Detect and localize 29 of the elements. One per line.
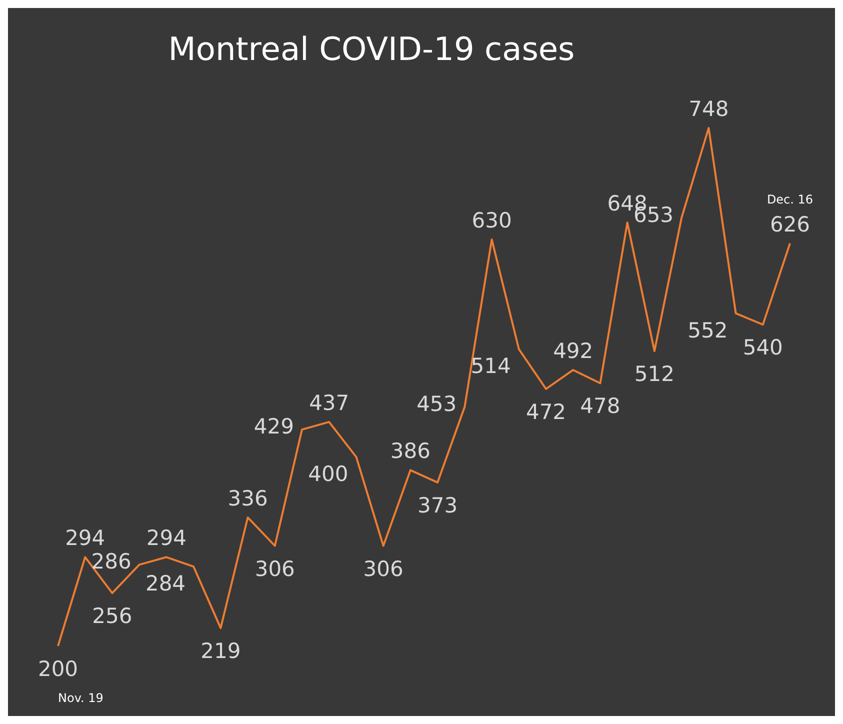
text: Nov. 19 <box>58 691 104 705</box>
data-label: 472 <box>526 400 566 424</box>
data-label: 306 <box>363 556 404 581</box>
data-label: 540 <box>742 336 783 360</box>
data-label: 492 <box>553 338 594 363</box>
data-label: 400 <box>308 462 348 486</box>
annotation: Dec. 16 <box>766 192 814 206</box>
data-label: 336 <box>228 486 268 510</box>
data-label: 552 <box>688 318 728 342</box>
data-label: 478 <box>580 394 620 418</box>
data-label: 373 <box>418 493 458 518</box>
data-label: 748 <box>688 97 729 121</box>
data-label: 306 <box>254 556 295 581</box>
data-label: 437 <box>309 390 350 415</box>
data-label: 626 <box>770 212 810 236</box>
data-label: 294 <box>146 526 186 550</box>
data-label: 200 <box>38 657 78 681</box>
chart-title: Montreal COVID-19 cases <box>168 30 575 68</box>
data-label: 514 <box>470 354 511 378</box>
data-label: 512 <box>634 362 674 386</box>
data-label: 286 <box>91 550 132 574</box>
data-label: 219 <box>200 639 241 664</box>
data-label: 294 <box>65 526 106 550</box>
data-label: 453 <box>416 392 457 416</box>
data-label: 386 <box>390 439 430 464</box>
data-label: 284 <box>145 572 186 596</box>
data-label: 429 <box>254 414 294 439</box>
data-label: 630 <box>472 208 512 233</box>
data-label: 256 <box>92 604 132 628</box>
